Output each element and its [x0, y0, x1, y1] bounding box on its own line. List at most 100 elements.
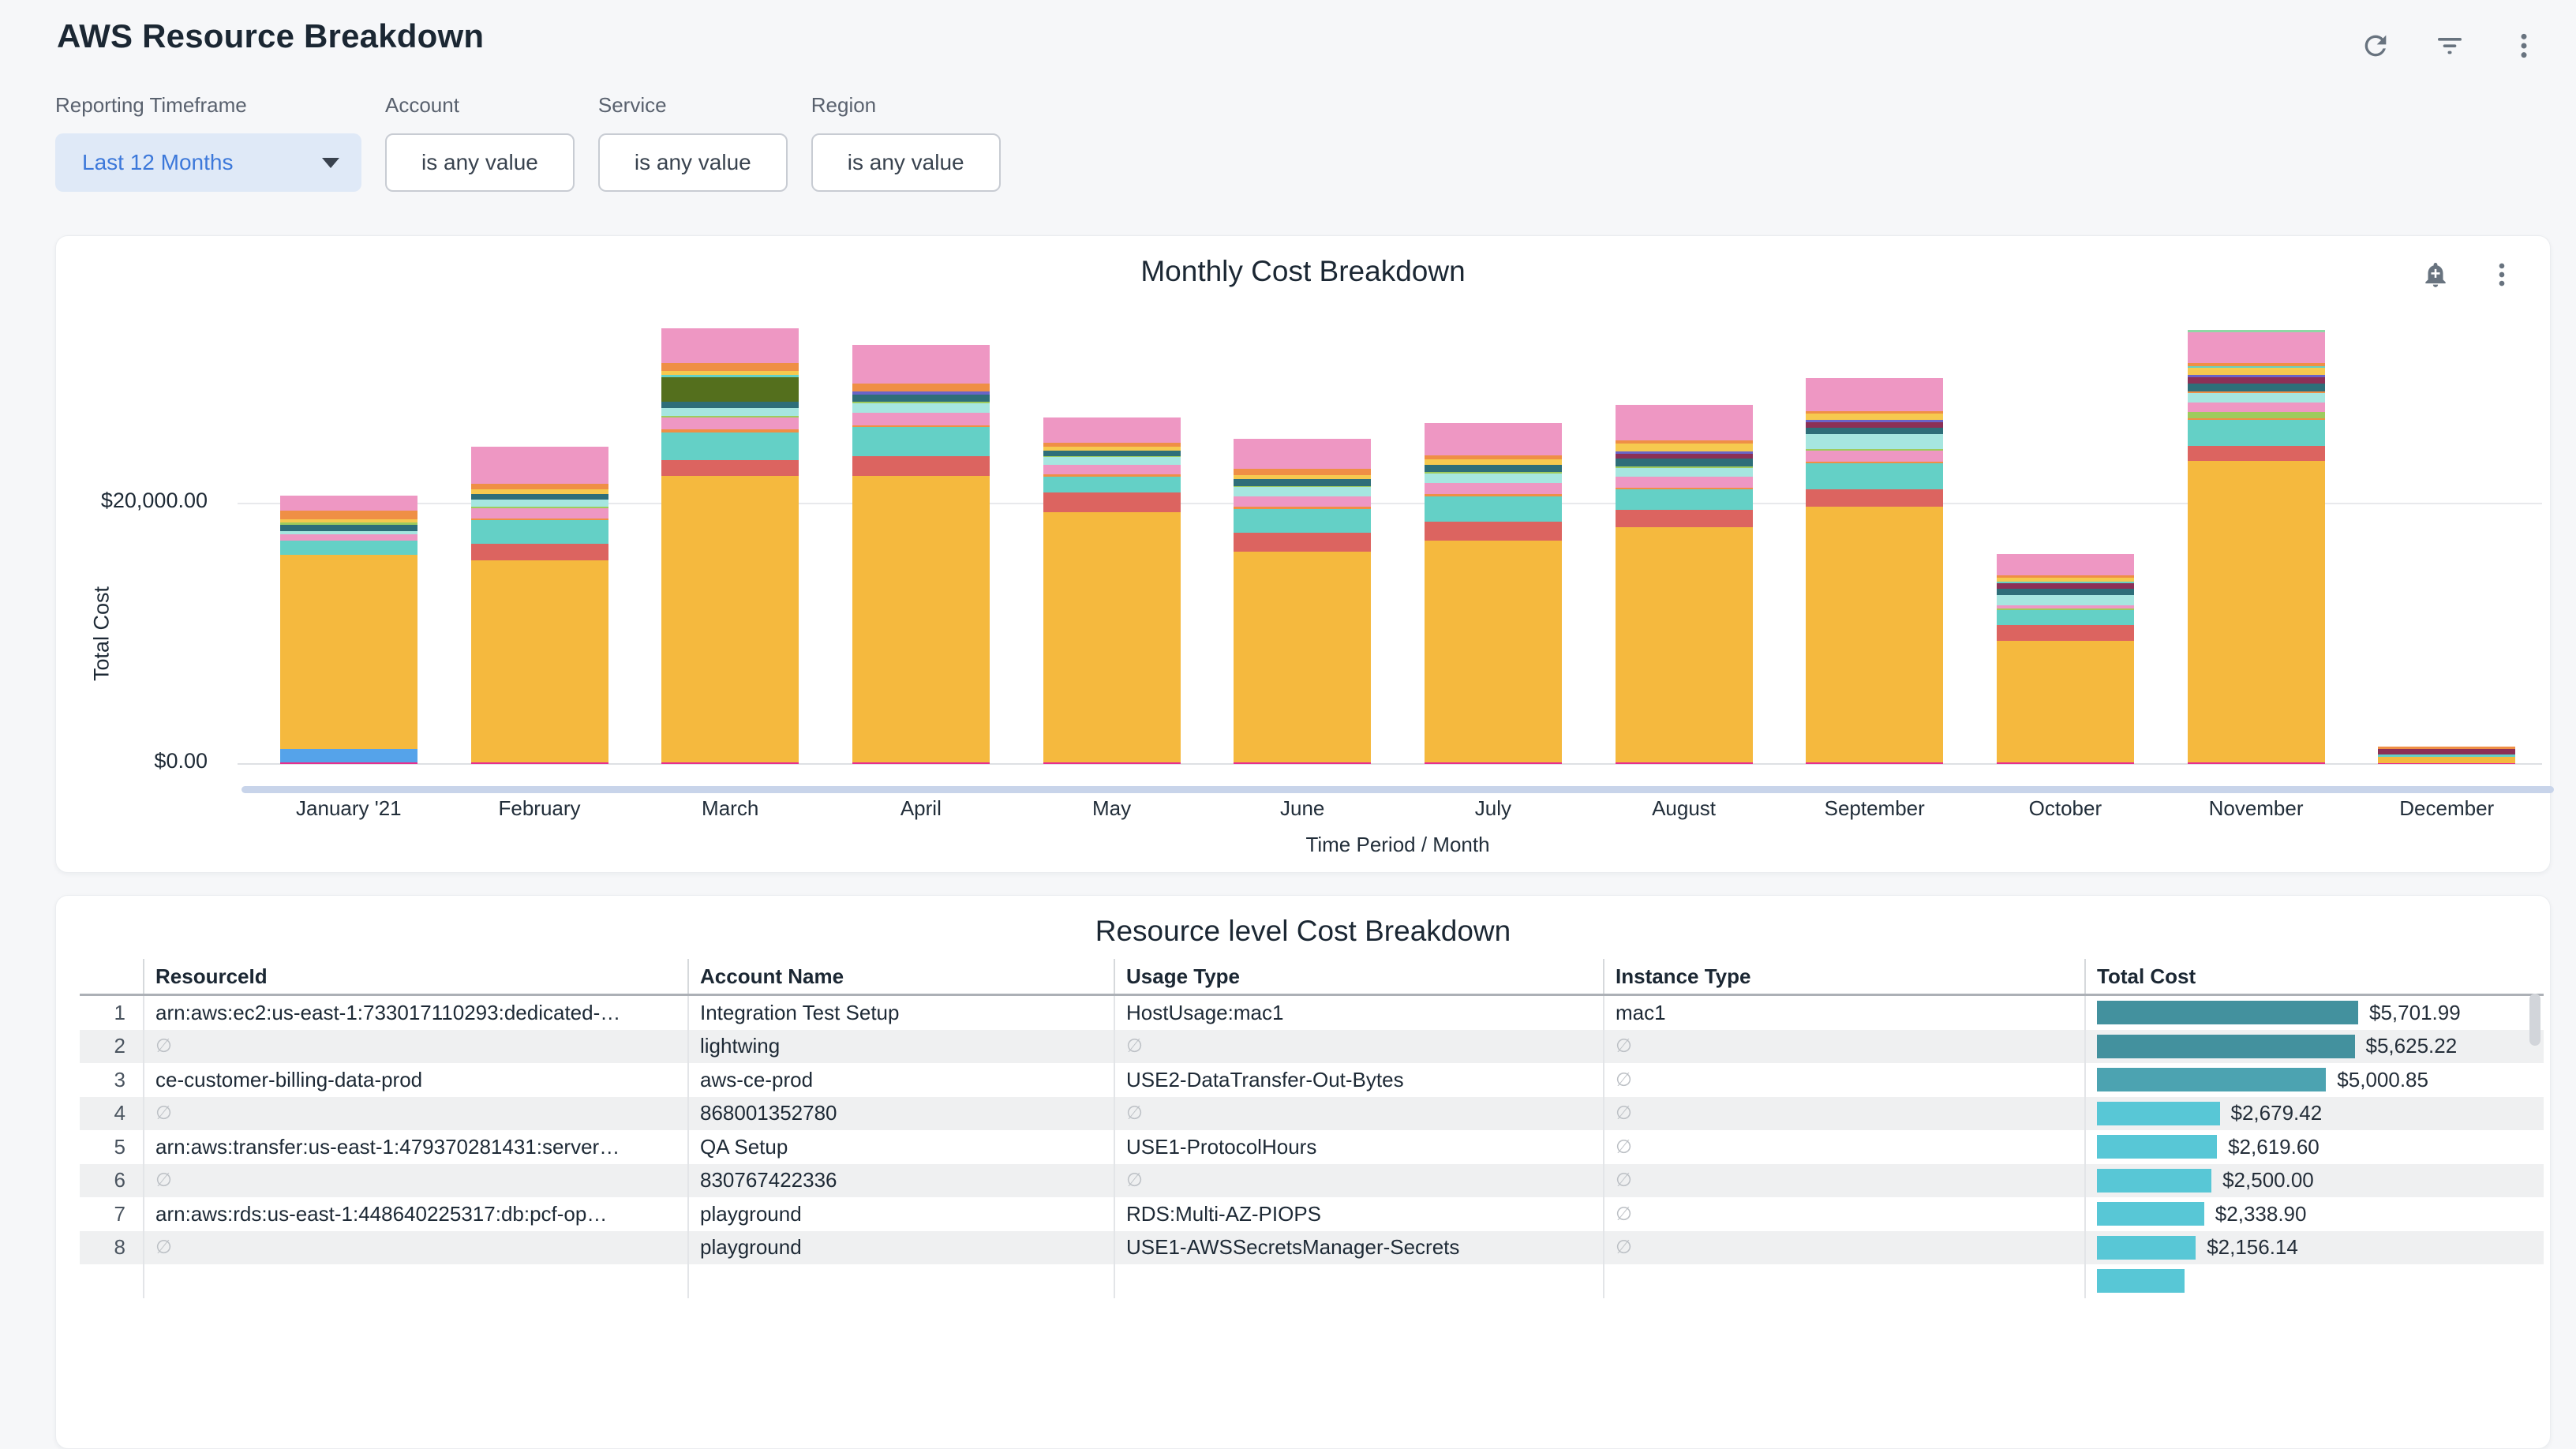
cell-account-name: 830767422336 [687, 1163, 1114, 1197]
table-row: 3 ce-customer-billing-data-prod aws-ce-pro… [80, 1063, 2544, 1097]
page-title: AWS Resource Breakdown [57, 17, 485, 54]
bar-segment-pink [1996, 605, 2134, 608]
x-label: July [1474, 796, 1511, 820]
stacked-bar-december[interactable] [2378, 746, 2516, 764]
bar-segment-teal [661, 432, 799, 460]
alert-bell-icon[interactable] [2421, 260, 2451, 290]
stacked-bar-august[interactable] [1615, 404, 1753, 764]
filter-control-region[interactable]: is any value [811, 133, 1001, 192]
bar-segment-magenta [1615, 762, 1753, 764]
stacked-bar-november[interactable] [2187, 329, 2325, 764]
x-label: January '21 [296, 796, 402, 820]
more-menu-icon[interactable] [2508, 30, 2540, 62]
x-label: September [1824, 796, 1925, 820]
filter-label: Service [597, 93, 667, 117]
stacked-bar-september[interactable] [1806, 378, 1944, 764]
bar-segment-pink [1234, 439, 1372, 470]
chart-more-icon[interactable] [2487, 260, 2517, 290]
bar-segment-orange [2187, 391, 2325, 394]
total-cost-value: $2,156.14 [2207, 1235, 2298, 1260]
cell-resource-id: ∅ [143, 1096, 687, 1130]
row-index: 2 [114, 1034, 125, 1058]
stacked-bar-march[interactable] [661, 328, 799, 764]
bar-segment-pink [661, 328, 799, 364]
bar-segment-magenta [1996, 762, 2134, 764]
x-label: March [702, 796, 759, 820]
bar-segment-darkteal [279, 525, 417, 531]
total-cost-value: $2,338.90 [2215, 1201, 2307, 1226]
bar-segment-green [1234, 485, 1372, 488]
bar-segment-green [1043, 455, 1181, 458]
cell-usage-type: USE1-AWSSecretsManager-Secrets [1114, 1230, 1603, 1264]
stacked-bar-july[interactable] [1424, 422, 1562, 764]
bar-segment-magenta [470, 762, 608, 764]
filter-control-reporting-timeframe[interactable]: Last 12 Months [55, 133, 361, 192]
bar-segment-pink [2187, 331, 2325, 364]
stacked-bar-april[interactable] [852, 345, 990, 764]
bar-segment-darkteal [1234, 479, 1372, 486]
bar-segment-darkteal [852, 395, 990, 402]
total-cost-value: $5,625.22 [2365, 1034, 2458, 1058]
total-cost-bar [2097, 1101, 2220, 1125]
bar-segment-darkteal [1424, 465, 1562, 473]
row-index: 3 [114, 1067, 125, 1091]
bar-slot: August [1589, 306, 1780, 820]
filter-icon[interactable] [2434, 30, 2466, 62]
filter-control-service[interactable]: is any value [597, 133, 788, 192]
cell-account-name: playground [687, 1197, 1114, 1231]
stacked-bar-january-21[interactable] [279, 496, 417, 764]
bar-segment-yellow [1234, 551, 1372, 762]
table-scrollbar-thumb[interactable] [2529, 994, 2540, 1046]
dashboard-toolbar [2360, 30, 2540, 62]
bar-segment-darkteal [1043, 450, 1181, 456]
total-cost-bar [2097, 1068, 2327, 1092]
bar-segment-yellow [279, 554, 417, 750]
cell-resource-id: arn:aws:transfer:us-east-1:479370281431:… [143, 1130, 687, 1164]
bar-segment-orange [1043, 442, 1181, 447]
bar-segment-pink [1806, 450, 1944, 462]
bar-segment-magenta [2378, 763, 2516, 764]
bar-segment-pink [1043, 417, 1181, 443]
bar-segment-lightcyan [1806, 434, 1944, 449]
cell-instance-type: ∅ [1603, 1163, 2084, 1197]
bar-segment-yellow2 [1806, 414, 1944, 421]
refresh-icon[interactable] [2360, 30, 2391, 62]
bar-segment-yellow2 [1615, 444, 1753, 452]
bar-segment-orange [470, 483, 608, 490]
bar-segment-yellow [1043, 512, 1181, 762]
stacked-bar-may[interactable] [1043, 417, 1181, 764]
bar-segment-yellow2 [470, 489, 608, 494]
x-label: December [2399, 796, 2495, 820]
stacked-bar-february[interactable] [470, 446, 608, 764]
cell-usage-type: HostUsage:mac1 [1114, 996, 1603, 1030]
chart-scrollbar[interactable] [242, 786, 2554, 793]
cell-resource-id: ∅ [143, 1163, 687, 1197]
bar-segment-lightcyan [661, 407, 799, 416]
stacked-bar-june[interactable] [1234, 439, 1372, 764]
bar-segment-pink [2187, 402, 2325, 413]
bar-segment-red [2187, 446, 2325, 461]
bar-segment-maroon [2187, 377, 2325, 384]
column-header-instance-type: Instance Type [1603, 959, 2084, 994]
total-cost-bar [2097, 1168, 2212, 1193]
x-label: February [498, 796, 581, 820]
cell-total-cost: $5,625.22 [2084, 1029, 2544, 1063]
cell-instance-type [1603, 1264, 2084, 1298]
bar-segment-pink [1996, 554, 2134, 575]
filter-value: is any value [634, 150, 751, 174]
stacked-bar-october[interactable] [1996, 554, 2134, 764]
bar-segment-red [470, 544, 608, 561]
bar-segment-red [661, 459, 799, 476]
bar-segment-magenta [1806, 762, 1944, 764]
cell-usage-type: RDS:Multi-AZ-PIOPS [1114, 1197, 1603, 1231]
bar-segment-yellow2 [279, 519, 417, 523]
bar-segment-lightcyan [1043, 457, 1181, 466]
filter-control-account[interactable]: is any value [385, 133, 575, 192]
bar-segment-purple [852, 391, 990, 395]
bar-slot: March [635, 306, 826, 820]
bar-segment-teal [1996, 609, 2134, 625]
cell-resource-id: ∅ [143, 1230, 687, 1264]
table-scrollbar[interactable] [2529, 994, 2540, 1404]
table-row: 5 arn:aws:transfer:us-east-1:479370281431… [80, 1130, 2544, 1164]
filter-label: Account [385, 93, 459, 117]
